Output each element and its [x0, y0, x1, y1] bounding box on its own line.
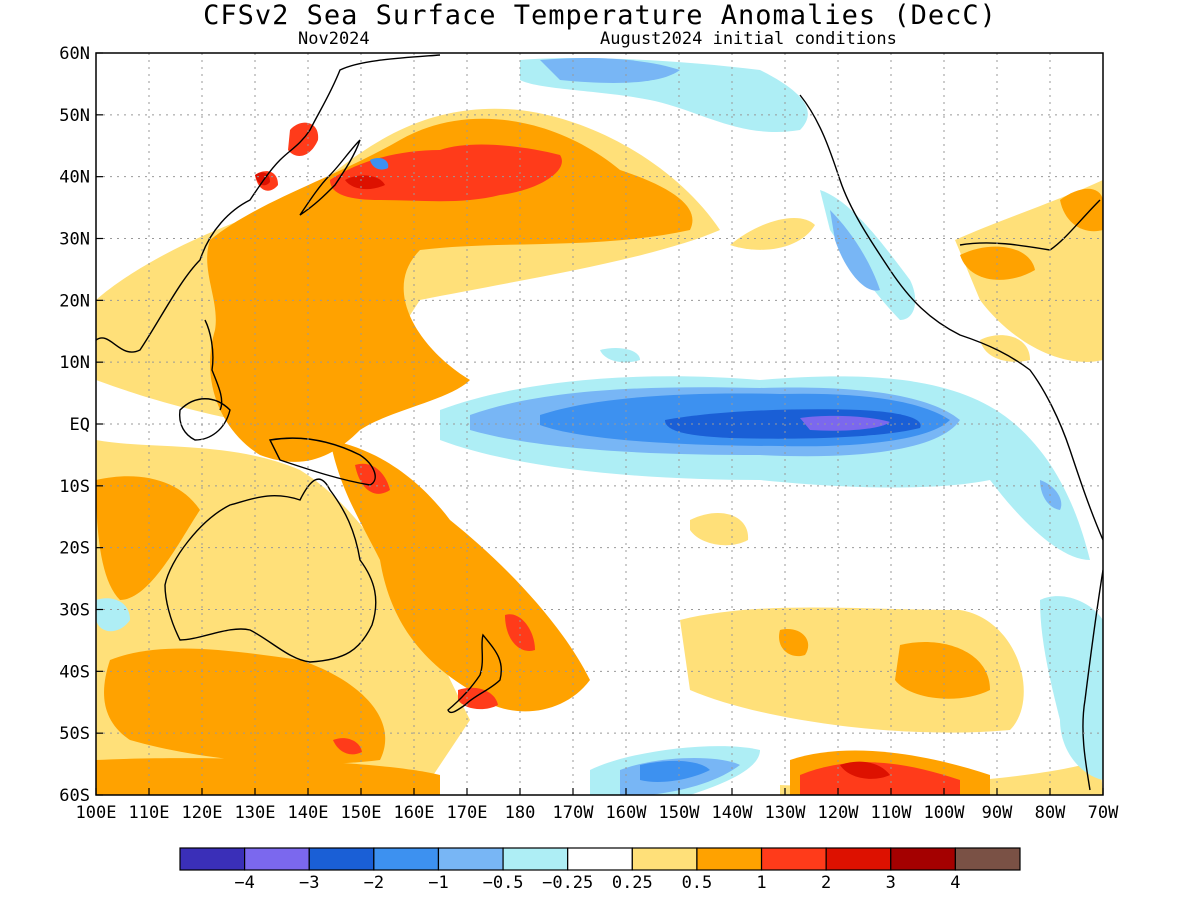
colorbar-label: −3 [299, 873, 319, 893]
lon-tick-label: 150W [659, 803, 701, 823]
colorbar-swatch [696, 847, 763, 871]
lat-tick-label: 50S [59, 724, 90, 744]
new-guinea-outline [268, 437, 376, 486]
colorbar-swatch [437, 847, 504, 871]
initial-conditions-label: August2024 initial conditions [600, 29, 897, 49]
grid-lines [96, 53, 1103, 795]
anomaly-layer-neg-2 [665, 409, 921, 439]
lon-tick-label: 70W [1088, 803, 1119, 823]
colorbar-label: 0.25 [612, 873, 653, 893]
colorbar-label: 1 [756, 873, 766, 893]
colorbar: −4 −3 −2 −1 −0.5 −0.25 0.25 0.5 1 2 3 4 [179, 847, 1021, 893]
new-zealand-outline [447, 633, 502, 714]
lon-tick-label: 110E [129, 803, 170, 823]
south-america-coast-outline [1082, 569, 1103, 791]
lat-tick-label: 30N [59, 230, 90, 250]
lon-tick-label: 130E [235, 803, 276, 823]
lon-tick-label: 80W [1035, 803, 1066, 823]
latitude-axis: 60N 50N 40N 30N 20N 10N EQ 10S 20S 30S 40S 50S 60S [59, 44, 103, 806]
colorbar-swatch [308, 847, 375, 871]
longitude-axis: 100E 110E 120E 130E 140E 150E 160E 170E 180 170W 1… [76, 788, 1119, 823]
lat-tick-label: 50N [59, 106, 90, 126]
colorbar-swatch [631, 847, 698, 871]
lat-tick-label: 20N [59, 291, 90, 311]
lon-tick-label: 130W [765, 803, 807, 823]
colorbar-swatch [244, 847, 310, 871]
coastlines [96, 54, 1103, 791]
lon-tick-label: 170W [553, 803, 595, 823]
colorbar-swatch [373, 847, 440, 871]
philippines-outline [204, 319, 223, 411]
valid-month-label: Nov2024 [298, 29, 370, 49]
lat-tick-label: 10N [59, 353, 90, 373]
anomaly-layer-2 [255, 172, 890, 779]
lon-tick-label: 90W [982, 803, 1013, 823]
colorbar-label: 3 [886, 873, 896, 893]
lat-tick-label: 30S [59, 601, 90, 621]
lon-tick-label: 110W [871, 803, 913, 823]
colorbar-label: 4 [950, 873, 960, 893]
colorbar-label: 0.5 [682, 873, 713, 893]
lat-tick-label: 60N [59, 44, 90, 64]
japan-outline [299, 139, 361, 216]
map-title: CFSv2 Sea Surface Temperature Anomalies … [203, 0, 997, 31]
lat-tick-label: 60S [59, 786, 90, 806]
lon-tick-label: 140W [712, 803, 754, 823]
lon-tick-label: 160W [606, 803, 648, 823]
colorbar-swatch [179, 847, 246, 871]
colorbar-label: −1 [428, 873, 448, 893]
lon-tick-label: 160E [394, 803, 435, 823]
colorbar-label: −4 [234, 873, 254, 893]
australia-outline [164, 478, 377, 663]
lon-tick-label: 100W [924, 803, 966, 823]
lat-tick-label: 10S [59, 477, 90, 497]
lon-tick-label: 140E [288, 803, 329, 823]
colorbar-label: −0.25 [542, 873, 593, 893]
lat-tick-label: 40N [59, 168, 90, 188]
colorbar-swatch [825, 847, 892, 871]
colorbar-label: 2 [821, 873, 831, 893]
colorbar-swatch [760, 847, 827, 871]
asia-coast-outline [96, 54, 441, 353]
borneo-outline [178, 398, 231, 441]
colorbar-label: −0.5 [483, 873, 524, 893]
lon-tick-label: 180 [505, 803, 536, 823]
colorbar-swatch [890, 847, 956, 871]
colorbar-swatch [954, 847, 1021, 871]
lon-tick-label: 150E [341, 803, 382, 823]
anomaly-fields [96, 58, 1103, 795]
lon-tick-label: 100E [76, 803, 117, 823]
lat-tick-label: EQ [70, 415, 90, 435]
lat-tick-label: 40S [59, 662, 90, 682]
lon-tick-label: 170E [447, 803, 488, 823]
lat-tick-label: 20S [59, 539, 90, 559]
north-america-coast-outline [799, 94, 1103, 541]
colorbar-swatch [502, 847, 569, 871]
colorbar-swatch [567, 847, 633, 871]
anomaly-layer-neg-3 [800, 415, 890, 431]
colorbar-label: −2 [364, 873, 384, 893]
lon-tick-label: 120E [182, 803, 223, 823]
lon-tick-label: 120W [818, 803, 860, 823]
